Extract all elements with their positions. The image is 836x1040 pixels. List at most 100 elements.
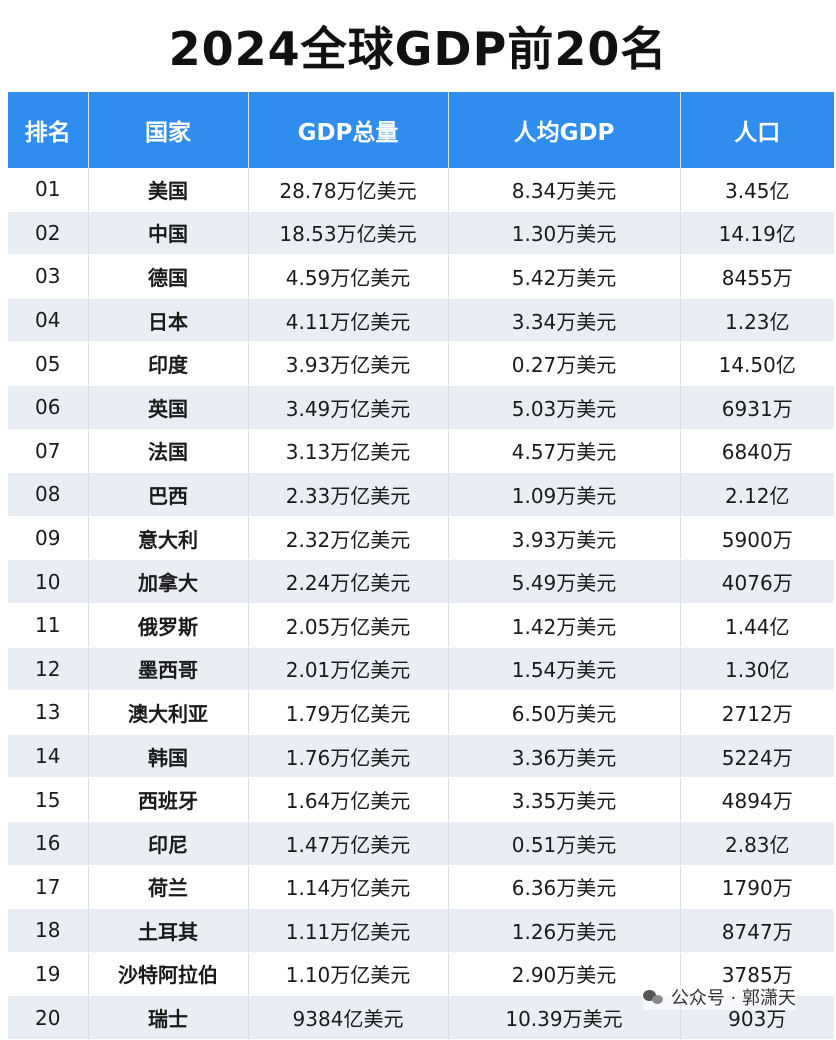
rank-cell: 02 <box>8 211 89 256</box>
population-cell: 2.12亿 <box>680 472 834 517</box>
gdp-total-cell: 3.13万亿美元 <box>248 429 449 474</box>
table-row: 06 英国 3.49万亿美元 5.03万美元 6931万 <box>8 385 834 430</box>
gdp-total-cell: 4.59万亿美元 <box>248 254 449 299</box>
country-cell: 墨西哥 <box>88 647 249 692</box>
table-body: 01 美国 28.78万亿美元 8.34万美元 3.45亿 02 中国 18.53万亿美元 1.… <box>8 168 834 1040</box>
rank-cell: 11 <box>8 603 89 648</box>
gdp-per-capita-cell: 3.34万美元 <box>448 298 681 343</box>
gdp-per-capita-cell: 6.50万美元 <box>448 690 681 735</box>
table-row: 07 法国 3.13万亿美元 4.57万美元 6840万 <box>8 429 834 474</box>
country-cell: 土耳其 <box>88 908 249 953</box>
gdp-total-cell: 2.01万亿美元 <box>248 647 449 692</box>
gdp-per-capita-cell: 1.30万美元 <box>448 211 681 256</box>
country-cell: 德国 <box>88 254 249 299</box>
gdp-per-capita-cell: 8.34万美元 <box>448 168 681 212</box>
population-cell: 5900万 <box>680 516 834 561</box>
table-row: 11 俄罗斯 2.05万亿美元 1.42万美元 1.44亿 <box>8 603 834 648</box>
table-row: 03 德国 4.59万亿美元 5.42万美元 8455万 <box>8 254 834 299</box>
country-cell: 英国 <box>88 385 249 430</box>
rank-cell: 04 <box>8 298 89 343</box>
country-cell: 荷兰 <box>88 865 249 910</box>
country-cell: 美国 <box>88 168 249 212</box>
gdp-total-cell: 9384亿美元 <box>248 995 449 1040</box>
gdp-total-cell: 1.76万亿美元 <box>248 734 449 779</box>
table-row: 04 日本 4.11万亿美元 3.34万美元 1.23亿 <box>8 298 834 343</box>
table-row: 19 沙特阿拉伯 1.10万亿美元 2.90万美元 3785万 <box>8 952 834 997</box>
gdp-total-cell: 1.14万亿美元 <box>248 865 449 910</box>
population-cell: 2.83亿 <box>680 821 834 866</box>
gdp-per-capita-cell: 3.93万美元 <box>448 516 681 561</box>
gdp-per-capita-cell: 0.51万美元 <box>448 821 681 866</box>
population-cell: 6840万 <box>680 429 834 474</box>
population-cell: 3.45亿 <box>680 168 834 212</box>
population-cell: 5224万 <box>680 734 834 779</box>
gdp-per-capita-cell: 2.90万美元 <box>448 952 681 997</box>
population-cell: 14.50亿 <box>680 341 834 386</box>
column-header-gdp-per-capita: 人均GDP <box>448 92 681 168</box>
country-cell: 印度 <box>88 341 249 386</box>
gdp-per-capita-cell: 1.54万美元 <box>448 647 681 692</box>
table-row: 05 印度 3.93万亿美元 0.27万美元 14.50亿 <box>8 341 834 386</box>
rank-cell: 18 <box>8 908 89 953</box>
country-cell: 加拿大 <box>88 559 249 604</box>
table-row: 08 巴西 2.33万亿美元 1.09万美元 2.12亿 <box>8 472 834 517</box>
country-cell: 中国 <box>88 211 249 256</box>
country-cell: 法国 <box>88 429 249 474</box>
gdp-total-cell: 1.11万亿美元 <box>248 908 449 953</box>
rank-cell: 14 <box>8 734 89 779</box>
watermark-text: 公众号 · 郭潇天 <box>670 988 796 1009</box>
rank-cell: 07 <box>8 429 89 474</box>
population-cell: 4894万 <box>680 777 834 822</box>
gdp-per-capita-cell: 0.27万美元 <box>448 341 681 386</box>
population-cell: 1.23亿 <box>680 298 834 343</box>
country-cell: 印尼 <box>88 821 249 866</box>
gdp-per-capita-cell: 4.57万美元 <box>448 429 681 474</box>
country-cell: 沙特阿拉伯 <box>88 952 249 997</box>
gdp-total-cell: 1.79万亿美元 <box>248 690 449 735</box>
table-row: 12 墨西哥 2.01万亿美元 1.54万美元 1.30亿 <box>8 647 834 692</box>
gdp-total-cell: 1.10万亿美元 <box>248 952 449 997</box>
rank-cell: 12 <box>8 647 89 692</box>
table-row: 17 荷兰 1.14万亿美元 6.36万美元 1790万 <box>8 865 834 910</box>
rank-cell: 01 <box>8 168 89 212</box>
population-cell: 6931万 <box>680 385 834 430</box>
rank-cell: 03 <box>8 254 89 299</box>
table-row: 10 加拿大 2.24万亿美元 5.49万美元 4076万 <box>8 559 834 604</box>
population-cell: 1.30亿 <box>680 647 834 692</box>
table-row: 01 美国 28.78万亿美元 8.34万美元 3.45亿 <box>8 168 834 212</box>
population-cell: 1.44亿 <box>680 603 834 648</box>
gdp-total-cell: 28.78万亿美元 <box>248 168 449 212</box>
rank-cell: 20 <box>8 995 89 1040</box>
page-title: 2024全球GDP前20名 <box>168 22 668 76</box>
column-header-country: 国家 <box>88 92 249 168</box>
gdp-total-cell: 3.49万亿美元 <box>248 385 449 430</box>
table-row: 13 澳大利亚 1.79万亿美元 6.50万美元 2712万 <box>8 690 834 735</box>
country-cell: 瑞士 <box>88 995 249 1040</box>
gdp-total-cell: 18.53万亿美元 <box>248 211 449 256</box>
table-row: 16 印尼 1.47万亿美元 0.51万美元 2.83亿 <box>8 821 834 866</box>
rank-cell: 17 <box>8 865 89 910</box>
gdp-total-cell: 3.93万亿美元 <box>248 341 449 386</box>
gdp-per-capita-cell: 1.26万美元 <box>448 908 681 953</box>
gdp-total-cell: 1.64万亿美元 <box>248 777 449 822</box>
gdp-per-capita-cell: 5.03万美元 <box>448 385 681 430</box>
population-cell: 14.19亿 <box>680 211 834 256</box>
rank-cell: 16 <box>8 821 89 866</box>
table-row: 09 意大利 2.32万亿美元 3.93万美元 5900万 <box>8 516 834 561</box>
country-cell: 意大利 <box>88 516 249 561</box>
gdp-total-cell: 2.33万亿美元 <box>248 472 449 517</box>
gdp-total-cell: 4.11万亿美元 <box>248 298 449 343</box>
gdp-per-capita-cell: 1.42万美元 <box>448 603 681 648</box>
country-cell: 澳大利亚 <box>88 690 249 735</box>
table-row: 14 韩国 1.76万亿美元 3.36万美元 5224万 <box>8 734 834 779</box>
wechat-icon <box>642 988 665 1006</box>
rank-cell: 19 <box>8 952 89 997</box>
column-header-rank: 排名 <box>8 92 89 168</box>
table-row: 18 土耳其 1.11万亿美元 1.26万美元 8747万 <box>8 908 834 953</box>
country-cell: 日本 <box>88 298 249 343</box>
table-row: 02 中国 18.53万亿美元 1.30万美元 14.19亿 <box>8 211 834 256</box>
column-header-population: 人口 <box>680 92 834 168</box>
rank-cell: 09 <box>8 516 89 561</box>
population-cell: 8455万 <box>680 254 834 299</box>
gdp-total-cell: 1.47万亿美元 <box>248 821 449 866</box>
